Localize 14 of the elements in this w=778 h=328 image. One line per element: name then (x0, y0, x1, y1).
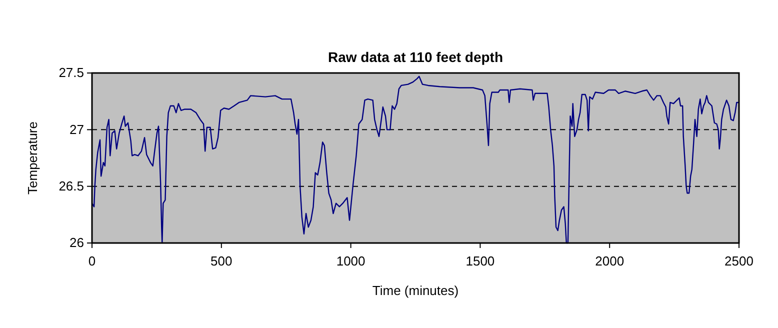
y-tick-label: 27 (70, 122, 84, 137)
y-tick-label: 26 (70, 235, 84, 250)
x-tick-label: 2000 (595, 253, 624, 268)
chart-title: Raw data at 110 feet depth (328, 49, 504, 65)
y-tick-label: 26.5 (58, 178, 84, 194)
x-tick-label: 2500 (724, 253, 754, 268)
x-tick-label: 500 (210, 253, 232, 268)
x-tick-label: 1000 (336, 253, 366, 268)
line-series (91, 76, 740, 244)
y-tick-label: 27.5 (58, 65, 84, 80)
x-tick-label: 0 (88, 253, 96, 268)
y-axis-title: Temperature (25, 122, 40, 194)
x-tick-label: 1500 (466, 253, 495, 268)
x-axis-title: Time (minutes) (372, 283, 459, 298)
